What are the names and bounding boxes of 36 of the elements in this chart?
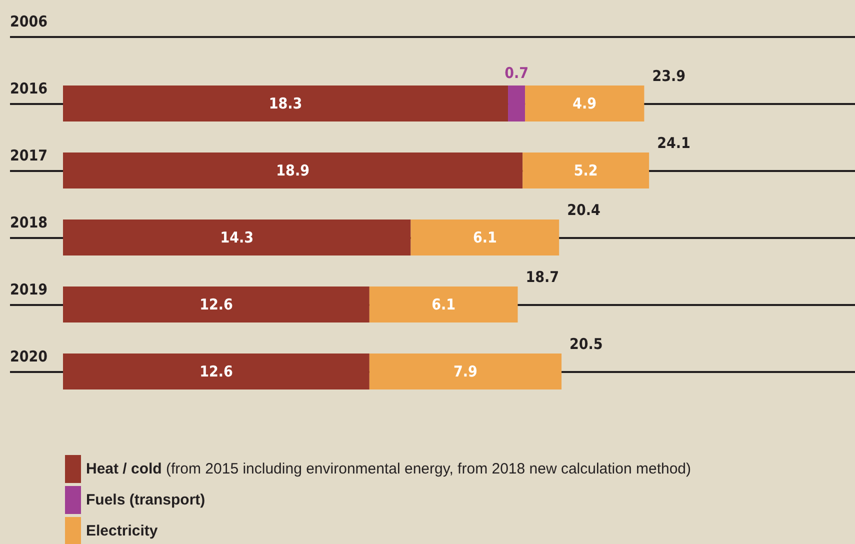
bar — [63, 220, 411, 256]
y-tick-label: 2006 — [10, 12, 48, 30]
bar — [508, 86, 526, 122]
data-label: 4.9 — [572, 94, 597, 112]
bar — [525, 86, 644, 122]
bar — [63, 86, 508, 122]
total-label: 24.1 — [657, 134, 690, 152]
data-label: 14.3 — [220, 228, 254, 246]
total-label: 20.5 — [570, 335, 603, 353]
data-label: 5.2 — [574, 162, 598, 180]
data-label: 18.9 — [276, 162, 310, 180]
data-label: 0.7 — [504, 64, 528, 82]
bar — [63, 354, 370, 390]
y-tick-label: 2017 — [10, 146, 48, 164]
legend-label: Fuels (transport) — [86, 492, 206, 508]
bar — [410, 220, 560, 256]
y-tick-label: 2020 — [10, 348, 48, 366]
total-label: 18.7 — [526, 268, 560, 286]
legend-label: Heat / cold (from 2015 including environmental energy, from 2018 new calculation method) — [86, 460, 692, 478]
data-label: 6.1 — [472, 228, 497, 246]
bar — [522, 152, 650, 188]
data-label: 6.1 — [432, 296, 456, 314]
bar — [63, 152, 523, 188]
y-tick-label: 2019 — [10, 280, 48, 298]
bar — [63, 286, 370, 322]
total-label: 20.4 — [567, 201, 600, 219]
data-label: 7.9 — [454, 362, 478, 380]
legend-label: Electricity — [86, 522, 158, 540]
bar — [369, 354, 562, 390]
data-label: 12.6 — [200, 362, 233, 380]
y-tick-label: 2016 — [10, 80, 48, 98]
data-label: 12.6 — [200, 296, 233, 314]
bar — [369, 286, 518, 322]
total-label: 23.9 — [652, 67, 686, 85]
data-label: 18.3 — [268, 94, 302, 112]
y-tick-label: 2018 — [10, 214, 48, 232]
